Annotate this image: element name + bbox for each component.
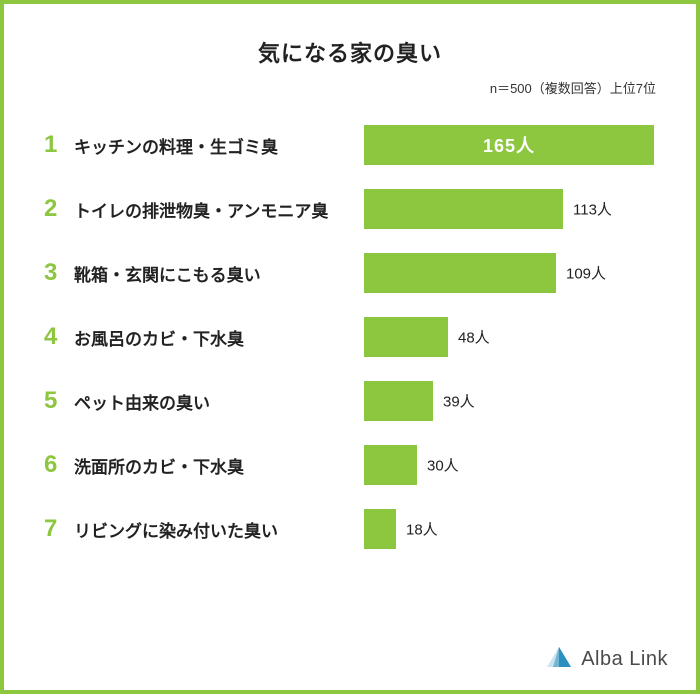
data-bar [364,253,556,293]
bar-value-inside: 165人 [364,125,654,165]
chart-title: 気になる家の臭い [38,36,662,68]
bar-rows: 1キッチンの料理・生ゴミ臭165人 2トイレの排泄物臭・アンモニア臭 113人 3靴箱… [38,125,662,549]
rank-number: 7 [44,515,74,543]
bar-area: 18人 [364,509,656,549]
row-label: お風呂のカビ・下水臭 [74,325,364,350]
rank-number: 4 [44,323,74,351]
row-label: リビングに染み付いた臭い [74,517,364,542]
brand-logo-icon [545,645,573,674]
bar-row: 5ペット由来の臭い 39人 [44,381,656,421]
bar-value-outside: 30人 [427,455,459,476]
rank-number: 6 [44,451,74,479]
bar-area: 30人 [364,445,656,485]
row-label: ペット由来の臭い [74,389,364,414]
bar-row: 6洗面所のカビ・下水臭 30人 [44,445,656,485]
bar-row: 4お風呂のカビ・下水臭 48人 [44,317,656,357]
rank-number: 5 [44,387,74,415]
bar-row: 3靴箱・玄関にこもる臭い 109人 [44,253,656,293]
brand-logo-text: Alba Link [581,648,668,671]
bar-value-outside: 48人 [458,327,490,348]
bar-row: 2トイレの排泄物臭・アンモニア臭 113人 [44,189,656,229]
bar-area: 39人 [364,381,656,421]
row-label: 洗面所のカビ・下水臭 [74,453,364,478]
row-label: トイレの排泄物臭・アンモニア臭 [74,197,364,222]
data-bar: 165人 [364,125,654,165]
bar-area: 113人 [364,189,656,229]
bar-area: 48人 [364,317,656,357]
bar-row: 1キッチンの料理・生ゴミ臭165人 [44,125,656,165]
data-bar [364,381,433,421]
bar-area: 109人 [364,253,656,293]
rank-number: 1 [44,131,74,159]
bar-value-outside: 113人 [573,199,612,220]
bar-value-outside: 18人 [406,519,438,540]
rank-number: 2 [44,195,74,223]
bar-area: 165人 [364,125,656,165]
data-bar [364,445,417,485]
row-label: 靴箱・玄関にこもる臭い [74,261,364,286]
data-bar [364,189,563,229]
rank-number: 3 [44,259,74,287]
data-bar [364,509,396,549]
data-bar [364,317,448,357]
bar-row: 7リビングに染み付いた臭い 18人 [44,509,656,549]
bar-value-outside: 109人 [566,263,606,284]
bar-value-outside: 39人 [443,391,475,412]
chart-subtitle: n＝500（複数回答）上位7位 [38,78,656,97]
brand-logo: Alba Link [545,645,668,674]
chart-frame: 気になる家の臭い n＝500（複数回答）上位7位 1キッチンの料理・生ゴミ臭16… [0,0,700,694]
row-label: キッチンの料理・生ゴミ臭 [74,133,364,158]
